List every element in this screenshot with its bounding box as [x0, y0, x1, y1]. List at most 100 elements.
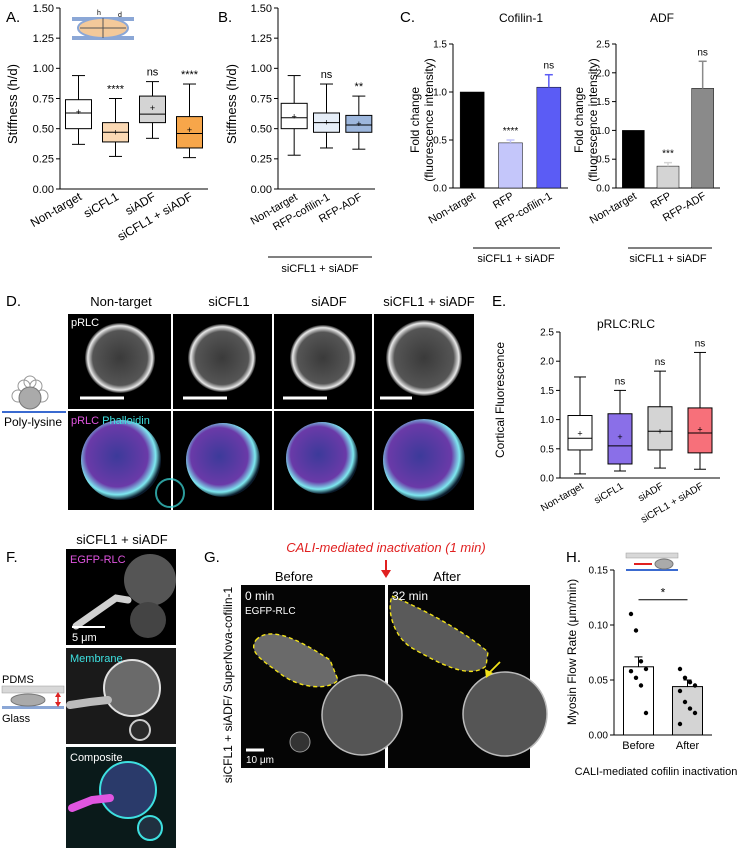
panel-h-y-tick-label: 0.00	[589, 731, 609, 742]
panel-g-channel: EGFP-RLC	[245, 606, 296, 617]
inset-h-label: h	[97, 10, 101, 17]
panel-b-y-tick-label: 0.25	[251, 154, 272, 166]
panel-e: E. pRLC:RLC Cortical Fluorescence 0.0 0.5…	[492, 293, 720, 526]
panel-e-y-tick-label: 0.5	[540, 444, 554, 455]
cofilin-bar-0	[459, 91, 485, 189]
panel-b-ylabel: Stiffness (h/d)	[224, 64, 239, 144]
panel-h-y-tick-label: 0.05	[589, 676, 609, 687]
panel-e-box-3	[687, 407, 713, 454]
cell-sicfl1-prlc	[188, 324, 256, 392]
panel-h-y-tick-label: 0.15	[589, 566, 609, 577]
panel-c: C. Cofilin-1 ADF Fold change (fluorescen…	[400, 9, 720, 265]
panel-g-label: G.	[204, 549, 220, 566]
cofilin-bar-1	[498, 142, 523, 189]
panel-g-side-label: siCFL1 + siADF/ SuperNova-cofilin-1	[221, 586, 235, 783]
cell-sicfl1-siadf-prlc	[386, 320, 462, 396]
scale-label-10um: 10 μm	[246, 755, 274, 766]
panel-e-sig-2: ns	[655, 357, 666, 368]
panel-b-y-tick-label: 1.50	[251, 3, 272, 15]
panel-h-data-point	[628, 669, 634, 674]
prlc-micrographs	[80, 320, 462, 400]
cofilin-y-tick-label: 0.0	[433, 184, 447, 195]
panel-e-label: E.	[492, 293, 506, 310]
adf-y-tick-label: 2.5	[596, 40, 610, 51]
panel-a-box-3	[176, 116, 203, 149]
cofilin-category-0: Non-target	[427, 190, 478, 226]
panel-e-box-0	[567, 415, 593, 451]
time-0min: 0 min	[245, 589, 274, 603]
panel-h-data-point	[638, 659, 644, 664]
panel-h-label: H.	[566, 549, 581, 566]
panel-b-y-tick-label: 0.75	[251, 93, 272, 105]
panel-a-y-tick-label: 0.00	[33, 184, 54, 196]
channel-label-prlc: pRLC	[71, 317, 99, 329]
cell-sicfl1-composite	[186, 423, 260, 497]
cell-non-target-prlc	[85, 323, 155, 393]
panel-a-y-tick-label: 0.50	[33, 124, 54, 136]
panel-b-y-tick-label: 0.00	[251, 184, 272, 196]
cofilin-ylabel-line1: Fold change	[408, 87, 422, 153]
adf-group-label: siCFL1 + siADF	[629, 253, 707, 265]
panel-b-mean-marker: +	[356, 119, 361, 129]
panel-h-plot: 0.00 0.05 0.10 0.15 Before After *	[589, 566, 712, 752]
panel-h-y-tick-label: 0.10	[589, 621, 609, 632]
panel-b-box-2	[345, 114, 373, 133]
panel-a-mean-marker: +	[113, 127, 118, 137]
panel-e-y-tick-label: 1.0	[540, 415, 554, 426]
panel-g: G. CALI-mediated inactivation (1 min) Be…	[204, 540, 548, 783]
cell-shape-inset-icon: h d	[72, 10, 134, 40]
cell-sicfl1-siadf-composite	[383, 419, 465, 501]
adf-y-tick-label: 0.0	[596, 184, 610, 195]
panel-a-y-tick-label: 1.25	[33, 33, 54, 45]
img-label-egfp-rlc: EGFP-RLC	[70, 554, 126, 566]
panel-e-category-1: siCFL1	[593, 481, 626, 507]
panel-e-mean-marker: +	[617, 432, 622, 442]
panel-e-sig-1: ns	[615, 376, 626, 387]
panel-b-box-0	[280, 102, 308, 130]
panel-h-data-point	[687, 680, 693, 685]
panel-a-mean-marker: +	[76, 107, 81, 117]
cali-header: CALI-mediated inactivation (1 min)	[286, 540, 485, 555]
panel-h-data-point	[677, 666, 683, 672]
panel-b-y-tick-label: 1.25	[251, 33, 272, 45]
poly-lysine-label: Poly-lysine	[4, 415, 62, 429]
panel-h-category-1: After	[676, 740, 700, 752]
cofilin-sig-2: ns	[544, 61, 555, 72]
panel-e-plot: 0.0 0.5 1.0 1.5 2.0 2.5 + Non-target + ns siCFL1 + n…	[539, 328, 720, 526]
panel-e-ylabel: Cortical Fluorescence	[493, 342, 507, 458]
adf-plot: 0.00.51.01.52.02.5Non-target***RFPnsRFP-…	[588, 40, 720, 227]
adf-bar-2	[691, 88, 714, 189]
panel-e-box-1	[607, 413, 633, 465]
inset-d-label: d	[118, 12, 122, 19]
panel-e-y-tick-label: 2.0	[540, 357, 554, 368]
cofilin-y-tick-label: 1.5	[433, 40, 447, 51]
panel-h-category-0: Before	[622, 740, 654, 752]
panel-b-mean-marker: +	[292, 112, 297, 122]
panel-b-label: B.	[218, 9, 232, 26]
adf-y-tick-label: 0.5	[596, 155, 610, 166]
cell-outline-before	[253, 633, 339, 688]
cofilin-bar-2	[536, 86, 562, 189]
flow-channel-icon	[625, 552, 679, 571]
pdms-confinement-icon	[1, 685, 65, 709]
panel-h: H. Myosin Flow Rate (μm/min) 0.00 0.05 0.1…	[565, 549, 737, 778]
panel-h-data-point	[677, 688, 683, 694]
panel-d: D. Non-target siCFL1 siADF siCFL1 + siAD…	[2, 293, 475, 510]
panel-a-sig-3: ****	[181, 69, 199, 81]
panel-e-y-tick-label: 2.5	[540, 328, 554, 339]
composite-micrographs	[81, 419, 465, 508]
cofilin-y-tick-label: 0.5	[433, 136, 447, 147]
panel-h-data-point	[692, 683, 698, 688]
time-32min: 32 min	[392, 589, 428, 603]
panel-h-data-point	[633, 628, 639, 633]
panel-e-category-2: siADF	[636, 481, 665, 504]
channel-label-composite: pRLC Phalloidin	[71, 415, 150, 427]
panel-a: A. Stiffness (h/d) h d 0.00 0.25 0.50 0.75 1…	[5, 3, 208, 244]
panel-h-bar-1	[672, 686, 703, 736]
channel-label-prlc-2: pRLC	[71, 415, 99, 427]
poly-lysine-cell-icon	[2, 375, 66, 413]
cofilin-y-tick-label: 1.0	[433, 88, 447, 99]
panel-a-y-tick-label: 0.25	[33, 154, 54, 166]
cofilin-ylabel-line2: (fluorescence intensity)	[422, 58, 436, 181]
panel-b-y-tick-label: 1.00	[251, 63, 272, 75]
